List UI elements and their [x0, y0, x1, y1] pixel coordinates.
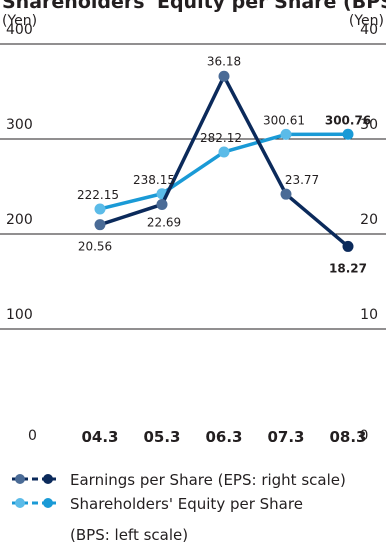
right-axis-unit: (Yen) [349, 13, 384, 29]
left-axis-unit: (Yen) [2, 13, 37, 29]
chart-title: Shareholders' Equity per Share (BPS) [2, 0, 386, 13]
bps-point [342, 128, 354, 140]
left-tick-label: 0 [28, 428, 37, 444]
x-tick-label: 05.3 [143, 428, 180, 446]
bps-data-label: 282.12 [200, 131, 242, 145]
eps-data-label: 36.18 [207, 54, 241, 68]
bps-legend-label-line2: (BPS: left scale) [70, 526, 189, 544]
bps-data-label: 222.15 [77, 188, 119, 202]
series-layer: 20.56 22.69 36.18 23.77 18.27 222.15 238.15 282… [77, 54, 371, 275]
right-tick-label: 10 [360, 307, 378, 323]
right-tick-label: 20 [360, 212, 378, 228]
bps-data-label: 300.76 [325, 113, 371, 127]
eps-legend-icon [12, 474, 56, 484]
eps-legend-label: Earnings per Share (EPS: right scale) [70, 471, 346, 489]
bps-legend-icon [12, 498, 56, 508]
x-tick-label: 08.3 [329, 428, 366, 446]
legend: Earnings per Share (EPS: right scale) Sh… [10, 468, 380, 516]
bps-data-label: 300.61 [263, 113, 305, 127]
eps-data-label: 23.77 [285, 173, 319, 187]
eps-data-label: 20.56 [78, 240, 112, 254]
bps-point [218, 146, 230, 158]
eps-point [342, 240, 354, 252]
left-tick-label: 100 [6, 307, 33, 323]
chart: Shareholders' Equity per Share (BPS) (Ye… [0, 0, 386, 446]
bps-legend-label: Shareholders' Equity per Share [70, 495, 303, 513]
x-tick-label: 06.3 [205, 428, 242, 446]
eps-point [94, 219, 106, 231]
eps-line [99, 74, 350, 248]
legend-item-bps: Shareholders' Equity per Share [10, 492, 380, 516]
bps-point [94, 203, 106, 215]
axis-ticks: 0 100 200 300 400 0 10 20 30 40 04.3 05.3 06.3 07.3 08… [6, 22, 378, 446]
eps-point [218, 70, 230, 82]
eps-data-label: 18.27 [329, 261, 367, 275]
bps-line [99, 132, 349, 211]
right-tick-label: 40 [360, 22, 378, 38]
left-tick-label: 400 [6, 22, 33, 38]
right-tick-label: 0 [360, 428, 369, 444]
gridlines [0, 43, 386, 330]
left-tick-label: 200 [6, 212, 33, 228]
eps-point [156, 198, 168, 210]
eps-data-label: 22.69 [147, 215, 181, 229]
x-tick-label: 04.3 [81, 428, 118, 446]
bps-data-label: 238.15 [133, 173, 175, 187]
left-tick-label: 300 [6, 117, 33, 133]
legend-item-eps: Earnings per Share (EPS: right scale) [10, 468, 380, 492]
right-tick-label: 30 [360, 117, 378, 133]
bps-point [280, 128, 292, 140]
eps-point [280, 188, 292, 200]
x-tick-label: 07.3 [267, 428, 304, 446]
